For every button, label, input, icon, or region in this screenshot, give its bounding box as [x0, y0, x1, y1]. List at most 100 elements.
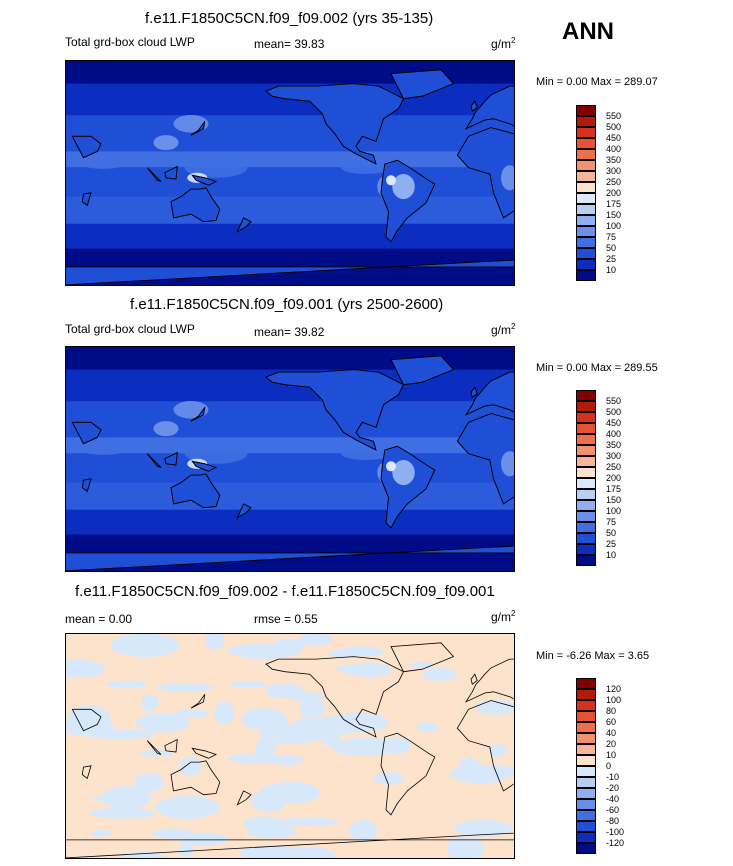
colorbar-swatch	[576, 744, 596, 755]
colorbar-swatch	[576, 832, 596, 843]
diff-patch	[373, 772, 405, 785]
coastline	[190, 407, 206, 422]
panel-1-mean-label: mean= 39.83	[254, 37, 325, 51]
colorbar-tick-label: 250	[606, 177, 622, 187]
coastline	[464, 85, 514, 130]
coastline	[170, 760, 221, 796]
colorbar-swatch	[576, 821, 596, 832]
colorbar-tick-label: 450	[606, 133, 622, 143]
colorbar-swatch	[576, 401, 596, 412]
panel-3-colorbar: 120 100 80 60 40 20 10 0 -10 -20 -40 -60 -80 -100 -120	[576, 678, 624, 854]
colorbar-tick-label: -100	[606, 827, 625, 837]
coastline	[170, 473, 221, 509]
colorbar-tick-label: 300	[606, 166, 622, 176]
field-land-patch	[153, 135, 179, 151]
colorbar-tick-label: 75	[606, 517, 617, 527]
colorbar-tick-label: -80	[606, 816, 620, 826]
field-blob	[341, 447, 391, 460]
coastline	[456, 700, 514, 792]
colorbar-tick-label: 10	[606, 550, 617, 560]
coastline	[81, 478, 92, 493]
diff-patch	[454, 819, 513, 838]
coastline	[470, 100, 478, 112]
panel-3-minmax: Min = -6.26 Max = 3.65	[536, 650, 650, 662]
colorbar-tick-label: 150	[606, 210, 622, 220]
field-land-patch	[392, 174, 415, 200]
diff-patch	[327, 649, 367, 658]
colorbar-swatch	[576, 478, 596, 489]
diff-patch	[381, 736, 411, 754]
colorbar-swatch	[576, 138, 596, 149]
field-band	[66, 453, 514, 484]
colorbar-tick-label: 50	[606, 528, 617, 538]
colorbar-swatch	[576, 445, 596, 456]
panel-3-mean-label: mean = 0.00	[65, 612, 133, 626]
coastline	[190, 121, 206, 136]
diff-patch	[298, 634, 333, 646]
diff-patch	[285, 847, 338, 858]
colorbar-swatch	[576, 511, 596, 522]
colorbar-swatch	[576, 733, 596, 744]
colorbar-swatch	[576, 149, 596, 160]
colorbar-tick-label: 500	[606, 407, 622, 417]
colorbar-swatch	[576, 689, 596, 700]
colorbar-tick-label: 400	[606, 144, 622, 154]
coastline	[164, 738, 178, 753]
diff-patch	[177, 843, 195, 857]
field-band	[66, 151, 514, 169]
colorbar-swatch	[576, 127, 596, 138]
colorbar-swatch	[576, 843, 596, 854]
colorbar-tick-label: 200	[606, 473, 622, 483]
colorbar-swatch	[576, 412, 596, 423]
coastline	[236, 790, 252, 806]
diff-patch	[156, 683, 214, 692]
colorbar-tick-label: 500	[606, 122, 622, 132]
panel-3-units: g/m2	[491, 609, 516, 624]
colorbar-tick-label: 175	[606, 484, 622, 494]
colorbar-swatch	[576, 390, 596, 401]
colorbar-swatch	[576, 182, 596, 193]
colorbar-swatch	[576, 423, 596, 434]
diff-patch	[178, 832, 229, 846]
panel-2-map	[65, 346, 515, 572]
field-band	[66, 509, 514, 536]
diff-patch	[135, 713, 191, 733]
diff-patch	[246, 823, 296, 839]
colorbar-tick-label: 550	[606, 396, 622, 406]
diff-patch	[101, 785, 151, 810]
colorbar-swatch	[576, 810, 596, 821]
colorbar-swatch	[576, 678, 596, 689]
diff-patch	[155, 795, 220, 819]
colorbar-swatch	[576, 799, 596, 810]
colorbar-swatch	[576, 555, 596, 566]
coastline	[470, 673, 478, 685]
diff-patch	[139, 750, 173, 757]
diff-patch	[276, 817, 340, 827]
colorbar-tick-label: 200	[606, 188, 622, 198]
colorbar-swatch	[576, 248, 596, 259]
diff-patch	[66, 659, 105, 679]
colorbar-swatch	[576, 711, 596, 722]
colorbar-swatch	[576, 777, 596, 788]
diff-patch	[259, 781, 320, 805]
colorbar-tick-label: -10	[606, 772, 620, 782]
coastline	[146, 167, 162, 182]
coastline	[81, 192, 92, 207]
coastline	[464, 371, 514, 416]
panel-2-units: g/m2	[491, 322, 516, 337]
colorbar-tick-label: 50	[606, 243, 617, 253]
diff-patch	[68, 705, 111, 730]
coastline	[191, 747, 218, 759]
colorbar-tick-label: -60	[606, 805, 620, 815]
colorbar-tick-label: 250	[606, 462, 622, 472]
coastline	[190, 694, 206, 709]
field-land-patch	[392, 460, 415, 486]
diff-patch	[173, 709, 208, 719]
coastline	[236, 503, 252, 519]
colorbar-swatch	[576, 533, 596, 544]
diff-patch	[289, 691, 326, 703]
colorbar-swatch	[576, 489, 596, 500]
panel-1-map	[65, 60, 515, 286]
coastline	[380, 445, 436, 529]
field-band	[66, 482, 514, 511]
